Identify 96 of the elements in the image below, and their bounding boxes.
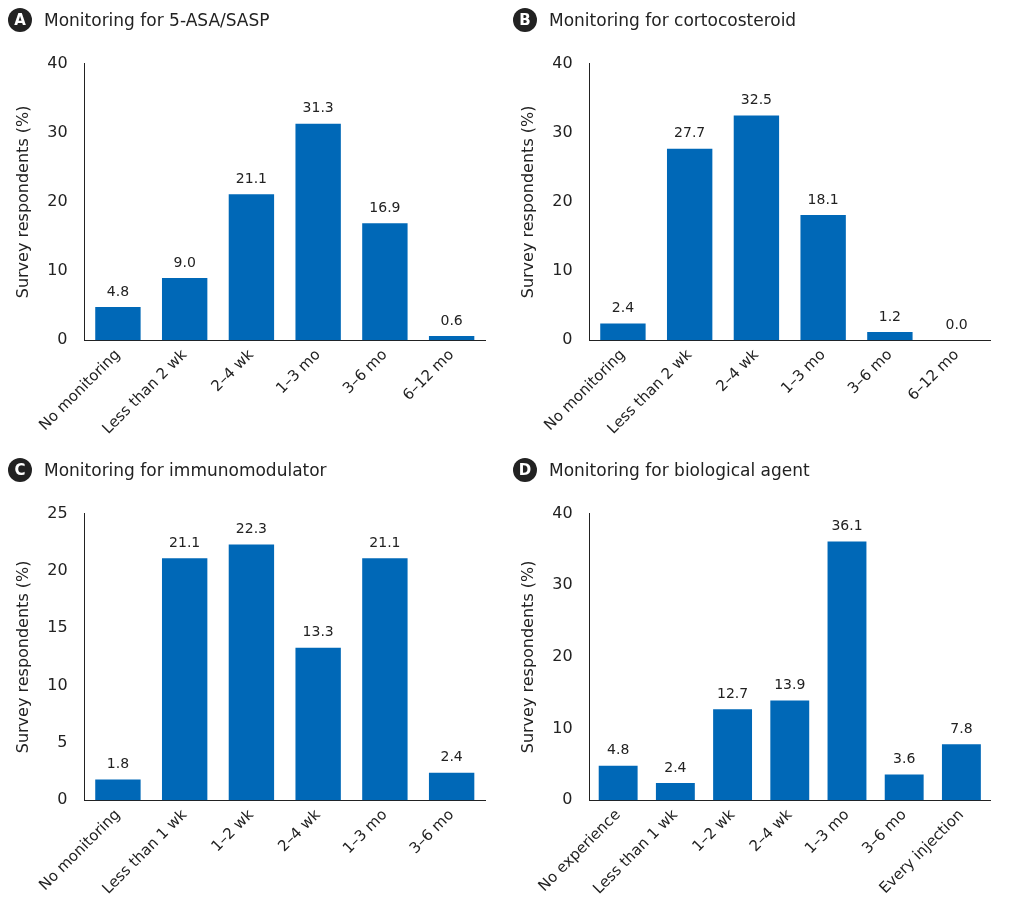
y-tick-label: 5 — [57, 732, 68, 752]
data-label: 21.1 — [235, 169, 267, 186]
bar — [362, 223, 408, 341]
bar — [228, 544, 275, 801]
bar — [600, 323, 646, 341]
y-tick-label: 15 — [47, 617, 68, 637]
data-label: 21.1 — [169, 533, 201, 550]
y-tick-label: 30 — [552, 574, 573, 594]
bar — [228, 194, 275, 341]
bar — [161, 277, 208, 341]
data-label: 0.6 — [440, 311, 463, 328]
y-tick-label: 20 — [47, 560, 68, 580]
text: B — [513, 8, 537, 32]
data-label: 13.9 — [774, 676, 806, 693]
y-tick-label: 10 — [47, 674, 68, 694]
data-label: 21.1 — [369, 533, 401, 550]
bar — [666, 148, 713, 341]
x-tick-label: 1–3 mo — [777, 345, 829, 398]
y-axis-title: Survey respondents (%) — [517, 105, 537, 299]
bar — [941, 744, 981, 801]
data-label: 16.9 — [369, 198, 401, 215]
bar — [95, 779, 141, 801]
chart-title: Monitoring for 5-ASA/SASP — [44, 10, 270, 30]
data-label: 22.3 — [235, 520, 267, 537]
chart-title: Monitoring for cortocosteroid — [549, 10, 797, 30]
data-label: 36.1 — [831, 517, 863, 534]
y-tick-label: 10 — [552, 260, 573, 280]
bar — [428, 336, 475, 341]
x-tick-label: 1–3 mo — [338, 805, 391, 858]
x-tick-label: 3–6 mo — [405, 805, 458, 858]
data-label: 27.7 — [674, 124, 706, 141]
y-tick-label: 20 — [552, 646, 573, 666]
x-tick-label: 1–2 wk — [688, 805, 739, 856]
bar — [827, 541, 867, 801]
y-tick-label: 40 — [47, 52, 68, 72]
data-label: 32.5 — [740, 91, 772, 108]
x-tick-label: 1–3 mo — [272, 345, 324, 398]
data-label: 4.8 — [106, 282, 130, 299]
data-label: 0.0 — [945, 315, 968, 332]
data-label: 31.3 — [302, 99, 334, 116]
data-label: 12.7 — [716, 684, 749, 701]
chart-title: Monitoring for immunomodulator — [44, 460, 327, 480]
y-tick-label: 20 — [552, 191, 573, 211]
data-label: 7.8 — [950, 719, 973, 736]
y-tick-label: 25 — [47, 502, 68, 522]
y-tick-label: 0 — [562, 329, 573, 349]
bar — [295, 647, 341, 801]
bar — [161, 558, 208, 801]
x-tick-label: 1–3 mo — [800, 805, 853, 858]
text: C — [8, 458, 32, 482]
bar — [884, 774, 924, 801]
data-label: 3.6 — [893, 750, 916, 767]
bar — [655, 782, 695, 801]
y-axis-title: Survey respondents (%) — [517, 560, 537, 754]
x-tick-label: 1–2 wk — [207, 805, 258, 856]
data-label: 1.8 — [106, 755, 130, 772]
data-label: 2.4 — [611, 299, 635, 316]
y-tick-label: 0 — [562, 789, 573, 809]
y-axis-title: Survey respondents (%) — [12, 105, 32, 299]
bar — [770, 700, 810, 801]
y-tick-label: 30 — [552, 121, 573, 141]
x-tick-label: 2–4 wk — [712, 345, 763, 396]
y-tick-label: 0 — [57, 329, 68, 349]
bar — [598, 765, 638, 801]
data-label: 2.4 — [664, 758, 687, 775]
data-label: 1.2 — [878, 307, 902, 324]
bar — [362, 558, 408, 801]
x-tick-label: 2–4 wk — [274, 805, 324, 856]
data-label: 2.4 — [440, 748, 463, 765]
data-label: 4.8 — [607, 741, 630, 758]
y-tick-label: 10 — [552, 717, 573, 737]
y-tick-label: 40 — [552, 502, 573, 522]
y-tick-label: 40 — [552, 52, 573, 72]
bar — [95, 307, 141, 341]
x-tick-label: 3–6 mo — [843, 345, 896, 398]
x-tick-label: 2–4 wk — [745, 805, 796, 856]
y-tick-label: 10 — [47, 260, 68, 280]
data-label: 18.1 — [807, 190, 839, 207]
bar — [295, 123, 341, 341]
data-label: 9.0 — [173, 253, 196, 270]
text: D — [513, 458, 537, 482]
x-tick-label: 3–6 mo — [858, 805, 910, 858]
chart-title: Monitoring for biological agent — [549, 460, 810, 480]
data-label: 13.3 — [302, 623, 334, 640]
x-tick-label: 2–4 wk — [207, 345, 258, 396]
y-axis-title: Survey respondents (%) — [12, 560, 32, 754]
y-tick-label: 20 — [47, 191, 68, 211]
text: A — [8, 8, 32, 32]
y-tick-label: 0 — [57, 789, 68, 809]
bar — [800, 215, 846, 341]
x-tick-label: 3–6 mo — [338, 345, 391, 398]
bar — [733, 115, 780, 341]
bar — [428, 772, 475, 801]
bar — [713, 709, 753, 801]
bar — [867, 331, 913, 341]
y-tick-label: 30 — [47, 121, 68, 141]
